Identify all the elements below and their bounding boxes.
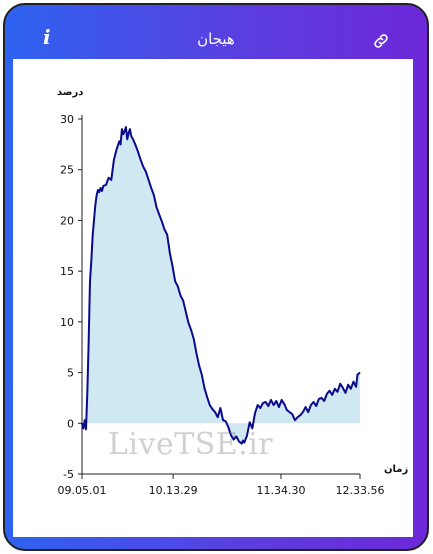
- chart-panel: درصد -5 0 5 10 15 20 25 30 09.05.01 10.13.29 11.34…: [13, 59, 413, 537]
- x-tick-label: 12.33.56: [336, 484, 385, 497]
- y-tick-label: 25: [60, 164, 74, 177]
- y-tick-label: -5: [63, 468, 74, 481]
- y-tick-label: 5: [67, 367, 74, 380]
- x-tick-label: 10.13.29: [149, 484, 198, 497]
- series-line: [81, 126, 361, 445]
- y-tick-label: 20: [60, 214, 74, 227]
- y-tick-label: 10: [60, 316, 74, 329]
- x-axis-label: زمان: [384, 464, 409, 475]
- y-tick-label: 30: [60, 113, 74, 126]
- series-area: [82, 127, 360, 444]
- watermark: LiveTSE.ir: [108, 427, 274, 462]
- link-icon[interactable]: [372, 32, 390, 50]
- x-tick-label: 11.34.30: [256, 484, 305, 497]
- x-tick-label: 09.05.01: [58, 484, 107, 497]
- info-icon[interactable]: i: [43, 25, 51, 49]
- emotion-card: i هیجان درصد -5 0 5 10 15 20 25 30 09.05.01 10.13…: [3, 3, 429, 551]
- y-axis-label: درصد: [57, 87, 84, 98]
- emotion-chart[interactable]: -5 0 5 10 15 20 25 30 09.05.01 10.13.29 11.34.30 12…: [13, 59, 413, 537]
- card-title: هیجان: [197, 30, 235, 48]
- y-tick-label: 0: [67, 417, 74, 430]
- card-header: i هیجان: [5, 5, 427, 59]
- y-tick-label: 15: [60, 265, 74, 278]
